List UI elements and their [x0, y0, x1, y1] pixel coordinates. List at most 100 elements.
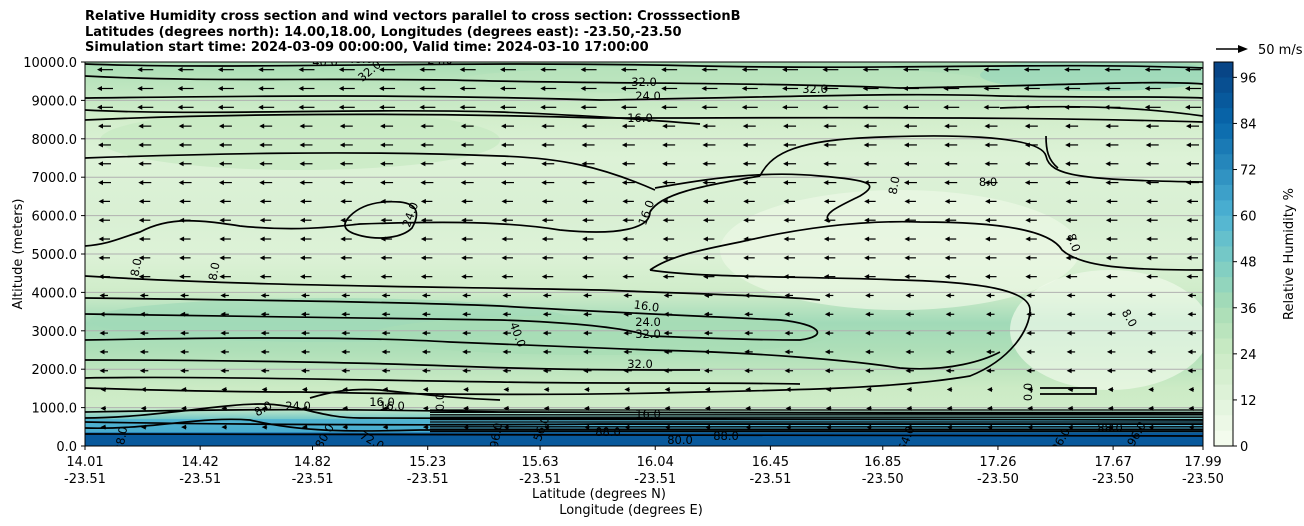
wind-vector-head: [181, 387, 187, 393]
wind-vector-head: [461, 217, 467, 223]
wind-vector-head: [745, 387, 751, 393]
wind-vector-head: [420, 180, 426, 186]
wind-vector-head: [703, 330, 709, 336]
wind-vector-head: [823, 142, 829, 148]
wind-vector-head: [623, 330, 629, 336]
wind-vector-head: [580, 85, 586, 91]
wind-vector-head: [180, 311, 186, 317]
wind-vector-head: [744, 349, 750, 355]
wind-vector-head: [221, 387, 227, 393]
wind-vector-head: [299, 161, 305, 167]
contour-label: 0.0: [1021, 383, 1035, 401]
wind-vector-head: [340, 217, 346, 223]
wind-vector-head: [500, 123, 506, 129]
wind-vector-head: [1065, 198, 1071, 204]
wind-vector-head: [299, 142, 305, 148]
x-tick-label-lat: 16.45: [752, 455, 789, 470]
wind-vector-head: [1185, 67, 1190, 73]
wind-vector-head: [622, 255, 628, 261]
wind-vector-head: [342, 405, 348, 411]
wind-vector-head: [744, 330, 750, 336]
wind-vector-head: [984, 142, 990, 148]
wind-vector-head: [742, 161, 748, 167]
wind-vector-head: [420, 142, 426, 148]
quiver-key-arrowhead: [1238, 45, 1248, 53]
wind-vector-head: [300, 311, 306, 317]
wind-vector-head: [260, 349, 266, 355]
wind-vector-head: [181, 424, 187, 430]
wind-vector-head: [1105, 123, 1111, 129]
wind-vector-head: [1187, 330, 1193, 336]
wind-vector-head: [823, 255, 829, 261]
wind-vector-head: [582, 236, 588, 242]
wind-vector-head: [298, 67, 304, 73]
wind-vector-head: [258, 85, 264, 91]
wind-vector-head: [1147, 349, 1153, 355]
x-tick-label-lat: 14.42: [182, 455, 219, 470]
wind-vector-head: [540, 67, 546, 73]
wind-vector-head: [1025, 255, 1031, 261]
wind-vector-head: [624, 405, 630, 411]
wind-vector-head: [743, 255, 749, 261]
colorbar-band: [1214, 338, 1233, 354]
wind-vector-head: [1066, 330, 1072, 336]
wind-vector-head: [98, 255, 104, 261]
wind-vector-head: [542, 349, 548, 355]
quiver-key: 50 m/s: [1216, 43, 1303, 58]
wind-vector-head: [299, 255, 305, 261]
wind-vector-head: [1025, 198, 1031, 204]
wind-vector-head: [823, 198, 829, 204]
y-tick-label: 4000.0: [32, 286, 78, 301]
wind-vector-head: [502, 330, 508, 336]
wind-vector-head: [865, 330, 871, 336]
wind-vector-head: [580, 67, 586, 73]
wind-vector-head: [502, 311, 508, 317]
wind-vector-head: [741, 67, 747, 73]
wind-vector-head: [140, 424, 146, 430]
x-tick-label-lat: 17.67: [1095, 455, 1132, 470]
wind-vector-head: [946, 387, 952, 393]
wind-vector-head: [1145, 180, 1151, 186]
wind-vector-head: [945, 368, 951, 374]
wind-vector-head: [1106, 368, 1112, 374]
wind-vector-head: [299, 180, 305, 186]
wind-vector-head: [1065, 217, 1071, 223]
wind-vector-head: [1104, 85, 1110, 91]
wind-vector-head: [380, 274, 386, 280]
x-tick-label-lat: 17.99: [1184, 455, 1221, 470]
wind-vector-head: [503, 387, 509, 393]
wind-vector-head: [179, 274, 185, 280]
colorbar-band: [1214, 261, 1233, 278]
wind-vector-head: [905, 349, 911, 355]
wind-vector-head: [1185, 85, 1190, 91]
colorbar-tick-label: 60: [1240, 210, 1257, 225]
contour-label: 0.0: [433, 393, 447, 411]
colorbar-band: [1214, 307, 1233, 324]
wind-vector-head: [583, 368, 589, 374]
wind-vector-head: [663, 292, 669, 298]
wind-vector-head: [379, 67, 385, 73]
wind-vector-head: [946, 405, 952, 411]
colorbar-tick-label: 96: [1240, 71, 1257, 86]
wind-vector-head: [420, 217, 426, 223]
wind-vector-head: [704, 424, 710, 430]
wind-vector-head: [1067, 405, 1073, 411]
wind-vector-head: [943, 67, 949, 73]
wind-vector-head: [261, 387, 267, 393]
wind-vector-head: [662, 161, 668, 167]
wind-vector-head: [704, 387, 710, 393]
colorbar-band: [1214, 108, 1233, 124]
wind-vector-head: [301, 424, 307, 430]
wind-vector-head: [99, 349, 105, 355]
contour-line: [429, 423, 1203, 426]
wind-vector-head: [1188, 424, 1194, 430]
wind-vector-head: [463, 387, 469, 393]
wind-vector-head: [1025, 217, 1031, 223]
wind-vector-head: [220, 330, 226, 336]
wind-vector-head: [260, 292, 266, 298]
wind-vector-head: [98, 123, 103, 129]
wind-vector-head: [420, 236, 426, 242]
x-tick-label-lat: 16.04: [637, 455, 674, 470]
colorbar-band: [1214, 215, 1233, 231]
wind-vector-head: [300, 292, 306, 298]
